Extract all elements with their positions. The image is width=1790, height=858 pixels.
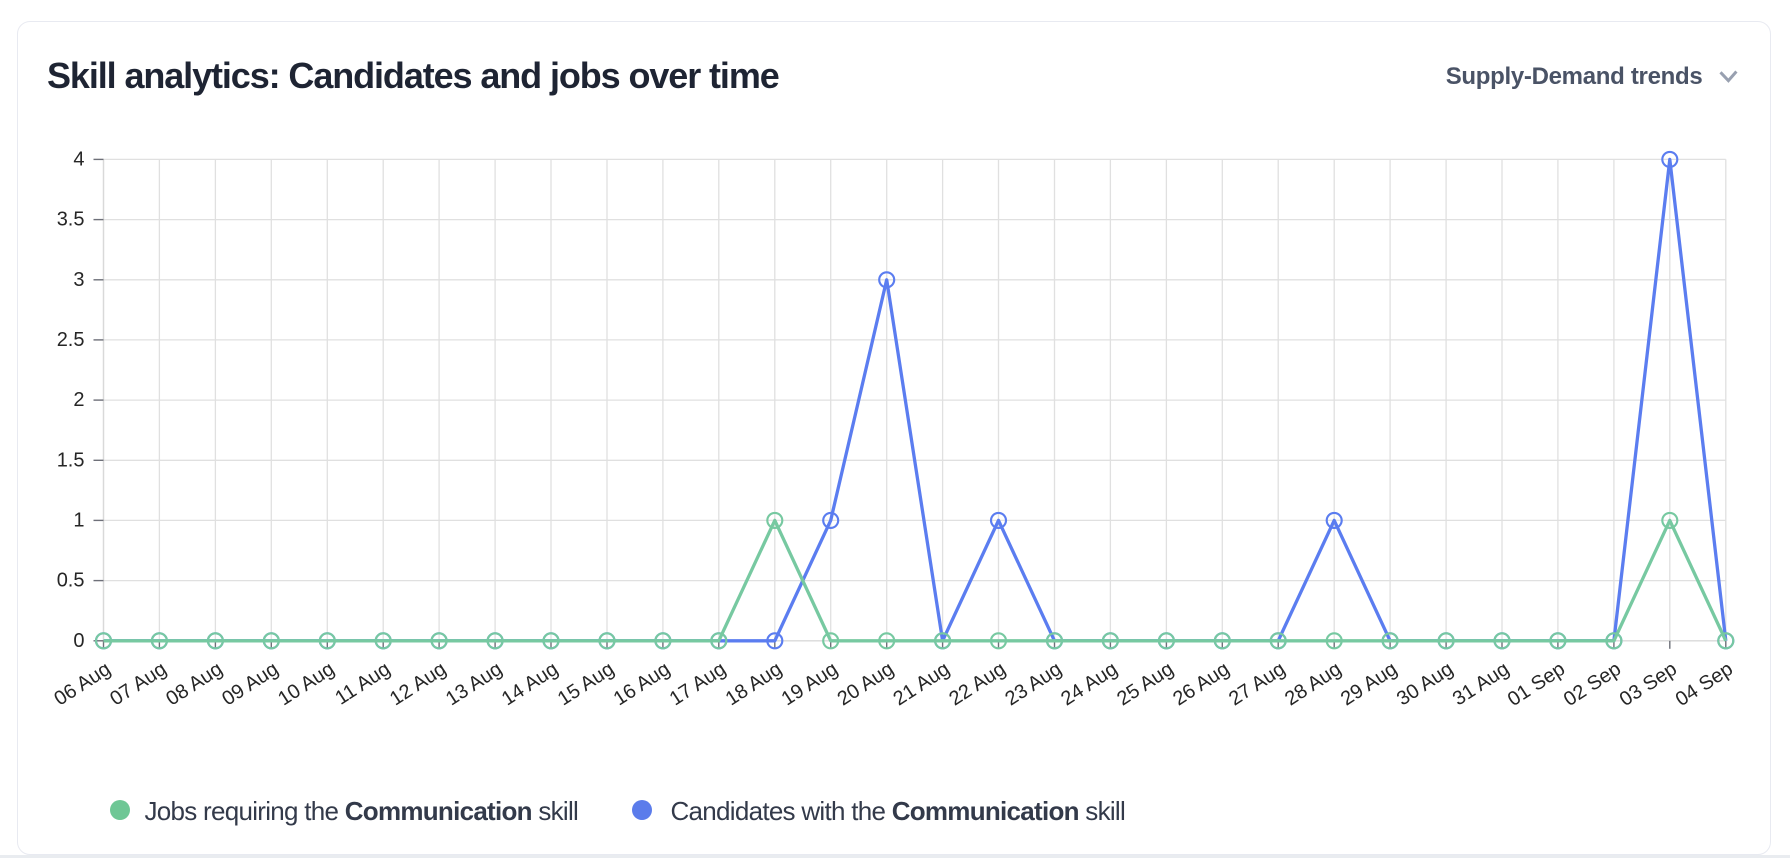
svg-text:01 Sep: 01 Sep [1504, 658, 1569, 711]
svg-text:14 Aug: 14 Aug [498, 658, 562, 710]
svg-text:0: 0 [73, 630, 84, 652]
svg-text:31 Aug: 31 Aug [1449, 658, 1513, 710]
svg-text:3: 3 [73, 269, 84, 291]
svg-text:19 Aug: 19 Aug [778, 658, 842, 710]
svg-text:02 Sep: 02 Sep [1560, 658, 1625, 711]
svg-text:08 Aug: 08 Aug [162, 658, 226, 710]
svg-text:24 Aug: 24 Aug [1057, 658, 1121, 710]
svg-text:07 Aug: 07 Aug [106, 658, 170, 710]
svg-text:28 Aug: 28 Aug [1281, 658, 1345, 710]
svg-text:13 Aug: 13 Aug [442, 658, 506, 710]
svg-text:22 Aug: 22 Aug [945, 658, 1009, 710]
svg-text:2.5: 2.5 [57, 329, 85, 351]
svg-text:15 Aug: 15 Aug [554, 658, 618, 710]
svg-text:03 Sep: 03 Sep [1616, 658, 1681, 711]
svg-text:3.5: 3.5 [57, 209, 85, 231]
svg-text:11 Aug: 11 Aug [331, 658, 394, 710]
svg-text:26 Aug: 26 Aug [1169, 658, 1233, 710]
svg-text:1.5: 1.5 [57, 449, 85, 471]
svg-text:06 Aug: 06 Aug [50, 658, 114, 710]
svg-text:21 Aug: 21 Aug [889, 658, 953, 710]
svg-text:09 Aug: 09 Aug [218, 658, 282, 710]
svg-text:16 Aug: 16 Aug [610, 658, 674, 710]
svg-text:20 Aug: 20 Aug [834, 658, 898, 710]
svg-text:30 Aug: 30 Aug [1393, 658, 1457, 710]
svg-text:23 Aug: 23 Aug [1001, 658, 1065, 710]
svg-text:17 Aug: 17 Aug [666, 658, 730, 710]
svg-text:1: 1 [73, 509, 84, 531]
svg-text:2: 2 [73, 389, 84, 411]
svg-text:4: 4 [73, 148, 84, 170]
svg-text:25 Aug: 25 Aug [1113, 658, 1177, 710]
svg-text:29 Aug: 29 Aug [1337, 658, 1401, 710]
svg-text:10 Aug: 10 Aug [274, 658, 338, 710]
svg-text:0.5: 0.5 [57, 570, 85, 592]
svg-text:27 Aug: 27 Aug [1225, 658, 1289, 710]
svg-text:18 Aug: 18 Aug [722, 658, 786, 710]
svg-text:12 Aug: 12 Aug [386, 658, 450, 710]
svg-text:04 Sep: 04 Sep [1672, 658, 1737, 711]
